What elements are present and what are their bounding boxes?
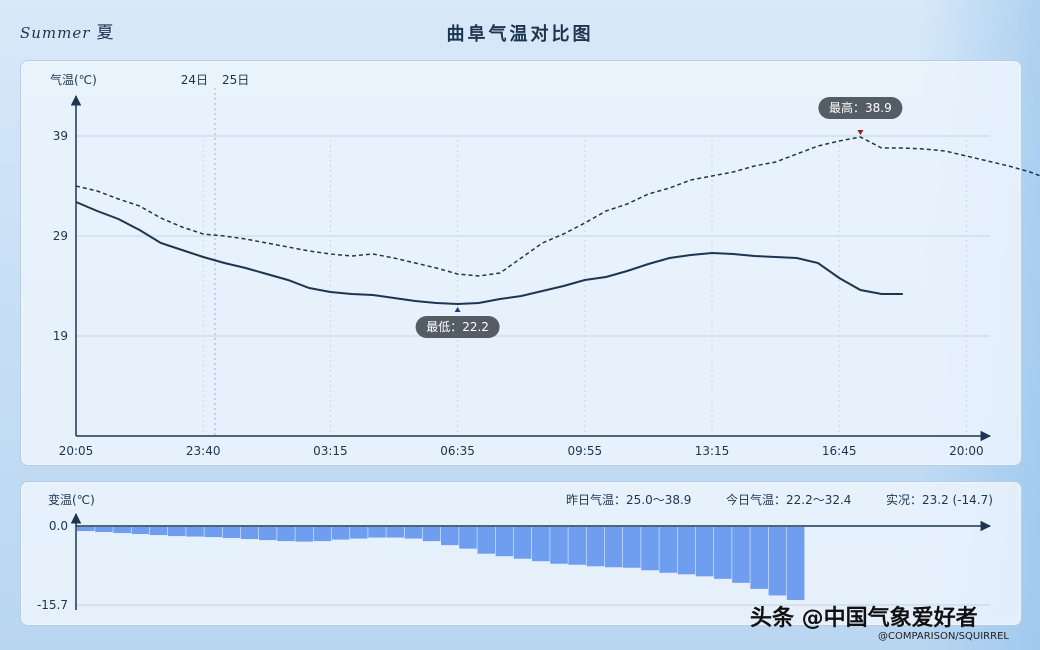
current-temp-stat: 实况：23.2 (-14.7)	[886, 492, 993, 507]
temperature-change-bar	[386, 527, 404, 538]
top-y-tick-label: 19	[53, 329, 68, 343]
temperature-change-bar	[77, 527, 95, 532]
top-x-tick-label: 20:00	[949, 444, 984, 458]
brand-text: Summer	[20, 24, 91, 42]
temperature-change-bar	[459, 527, 477, 549]
bottom-y-axis-label: 变温(℃)	[48, 492, 95, 507]
temperature-change-bar	[586, 527, 605, 567]
temperature-change-bar	[604, 527, 623, 568]
min-marker	[454, 307, 461, 312]
yesterday-temp-stat: 昨日气温：25.0～38.9	[566, 492, 691, 507]
temperature-change-bar	[404, 527, 423, 539]
top-y-axis-label: 气温(℃)	[50, 72, 97, 87]
today-temp-stat: 今日气温：22.2～32.4	[726, 492, 851, 507]
temperature-change-bar	[532, 527, 550, 562]
temperature-line-chart: 气温(℃) 24日 25日 39 29 19 20:05 23:40 03:15 06:35…	[50, 72, 1040, 458]
temperature-change-bar	[550, 527, 568, 564]
temperature-change-bar	[677, 527, 696, 575]
bottom-y-tick-label: 0.0	[49, 519, 68, 533]
temperature-change-bar	[113, 527, 131, 534]
temperature-change-bar	[295, 527, 313, 542]
bottom-y-tick-label: -15.7	[37, 598, 68, 612]
max-label-bubble	[818, 97, 903, 119]
temperature-change-bar	[313, 527, 332, 542]
temperature-change-bar	[714, 527, 732, 579]
temperature-change-bar	[786, 527, 805, 600]
max-label: 最高：38.9	[829, 100, 892, 115]
day-markers: 24日 25日	[181, 73, 249, 436]
temperature-change-bar	[131, 527, 150, 535]
top-x-tick-label: 06:35	[440, 444, 475, 458]
temperature-change-bar	[441, 527, 459, 546]
temperature-change-bar	[240, 527, 259, 540]
top-y-tick-label: 29	[53, 229, 68, 243]
temperature-change-bar	[477, 527, 495, 554]
temperature-change-bar	[659, 527, 677, 573]
temperature-change-bar	[368, 527, 386, 538]
temperature-change-bar	[149, 527, 168, 536]
top-x-tick-labels: 20:05 23:40 03:15 06:35 09:55 13:15 16:45 20:00	[59, 444, 984, 458]
temperature-change-bar	[422, 527, 441, 542]
temperature-change-bar	[495, 527, 514, 557]
top-x-tick-label: 13:15	[695, 444, 730, 458]
top-gridlines	[76, 135, 990, 337]
temperature-series	[75, 136, 1040, 306]
temperature-chart-panel	[20, 60, 1022, 466]
bottom-y-tick-labels: 0.0 -15.7	[37, 519, 990, 612]
max-marker	[857, 130, 864, 135]
temperature-change-bar	[750, 527, 768, 589]
header: Summer 夏 曲阜气温对比图	[0, 0, 1040, 60]
temperature-change-bar	[768, 527, 787, 596]
temperature-change-bar	[513, 527, 532, 559]
day-marker-24: 24日	[181, 73, 208, 87]
today-temperature-line	[75, 201, 903, 306]
temperature-change-bar	[350, 527, 368, 539]
temperature-change-bar	[331, 527, 350, 540]
page-title: 曲阜气温对比图	[446, 24, 594, 45]
min-label-bubble	[415, 316, 500, 338]
temperature-change-bar-chart: 变温(℃) 昨日气温：25.0～38.9 今日气温：22.2～32.4 实况：2…	[37, 492, 993, 612]
top-x-tick-label: 20:05	[59, 444, 94, 458]
extreme-annotations: 最高：38.9 最低：22.2	[415, 97, 903, 338]
top-x-tick-label: 16:45	[822, 444, 857, 458]
credit-text: @COMPARISON/SQUIRREL	[878, 631, 1009, 642]
temperature-change-bar	[277, 527, 295, 542]
temperature-change-bar	[95, 527, 113, 533]
top-x-tick-label: 03:15	[313, 444, 348, 458]
top-y-tick-label: 39	[53, 129, 68, 143]
top-y-tick-labels: 39 29 19	[53, 129, 68, 343]
brand-cn-text: 夏	[96, 23, 115, 43]
brand-logo: Summer 夏	[20, 18, 114, 43]
temperature-change-bar	[204, 527, 222, 538]
temperature-change-bar	[568, 527, 586, 565]
temperature-change-bar	[732, 527, 750, 583]
temperature-change-bar	[168, 527, 186, 537]
temperature-change-bar	[186, 527, 204, 537]
top-vertical-gridlines	[202, 140, 967, 436]
temperature-change-bar	[695, 527, 714, 577]
temperature-change-bar	[623, 527, 641, 568]
min-label: 最低：22.2	[426, 320, 489, 334]
temperature-change-bars	[77, 527, 805, 600]
temperature-change-bar	[222, 527, 241, 539]
top-x-tick-label: 09:55	[568, 444, 603, 458]
watermark: 头条 @中国气象爱好者	[750, 606, 978, 631]
top-x-tick-label: 23:40	[186, 444, 221, 458]
day-marker-25: 25日	[222, 73, 249, 87]
temperature-change-bar	[259, 527, 277, 541]
temperature-change-bar	[641, 527, 659, 571]
yesterday-temperature-line	[75, 136, 1040, 277]
